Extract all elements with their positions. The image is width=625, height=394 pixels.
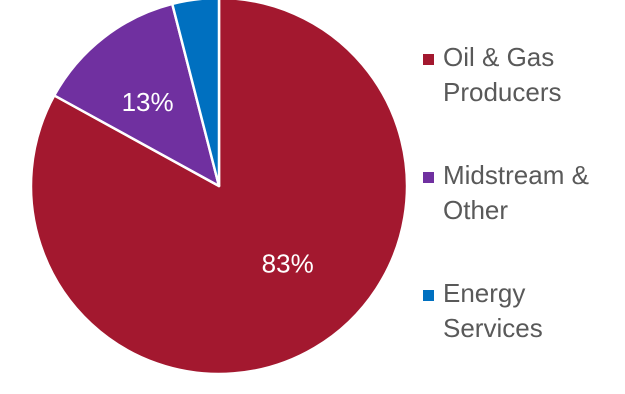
legend-label-line: Midstream & [443, 160, 589, 190]
legend-swatch-energy-services [423, 290, 434, 301]
legend-label-line: Energy [443, 278, 526, 308]
pie-chart: 83%13%4% [29, 0, 409, 373]
legend-item-midstream-other: Midstream & Other [423, 158, 623, 276]
legend-label-line: Services [443, 313, 543, 343]
legend-label-line: Oil & Gas [443, 42, 555, 72]
legend-item-energy-services: Energy Services [423, 276, 623, 394]
pie-slice-midstream-other [53, 2, 221, 188]
pie-slice-energy-services [171, 0, 221, 188]
legend-label-midstream-other: Midstream & Other [443, 158, 623, 228]
data-label-midstream-other: 13% [122, 87, 174, 117]
legend: Oil & Gas Producers Midstream & Other En… [423, 40, 623, 394]
legend-swatch-midstream-other [423, 172, 434, 183]
data-label-oil-gas-producers: 83% [262, 249, 314, 279]
legend-swatch-oil-gas-producers [423, 54, 434, 65]
legend-label-line: Producers [443, 77, 562, 107]
legend-label-line: Other [443, 195, 509, 225]
legend-label-energy-services: Energy Services [443, 276, 623, 346]
legend-label-oil-gas-producers: Oil & Gas Producers [443, 40, 623, 110]
legend-item-oil-gas-producers: Oil & Gas Producers [423, 40, 623, 158]
